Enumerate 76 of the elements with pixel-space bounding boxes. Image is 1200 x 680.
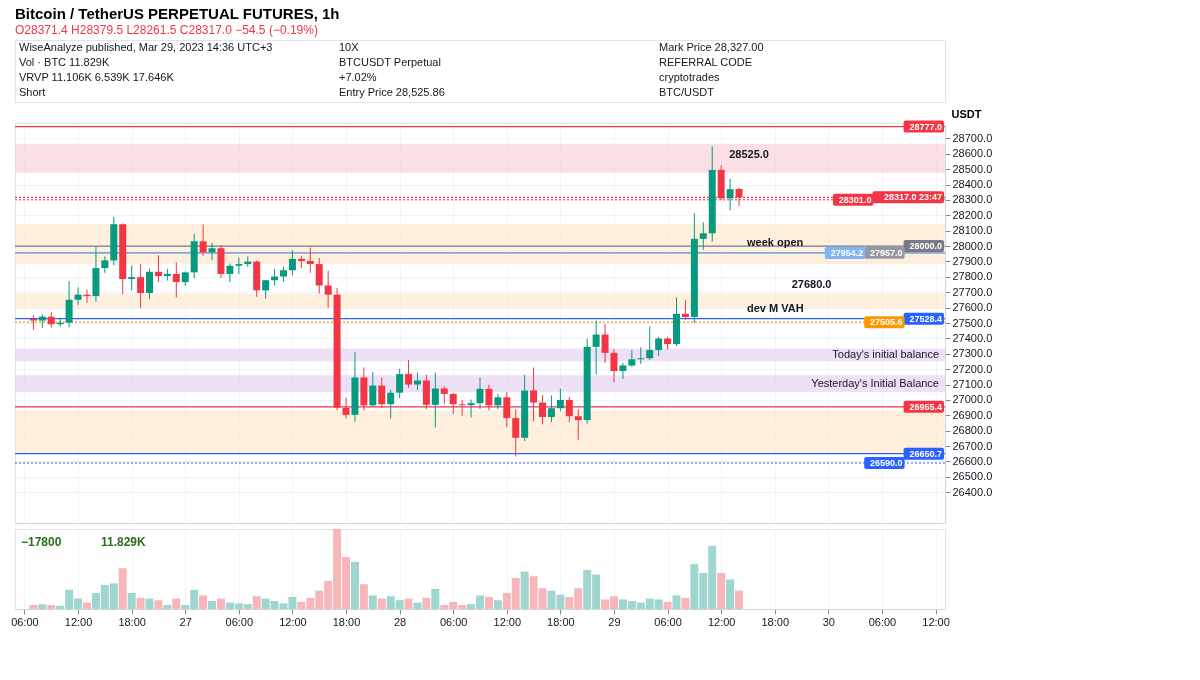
band-label: Today's initial balance <box>832 347 939 360</box>
text: BTC/USDT <box>659 86 715 98</box>
y-tick-label: 28400.0 <box>952 178 993 191</box>
y-tick-label: 26900.0 <box>952 408 993 421</box>
y-tick-label: 26600.0 <box>952 454 993 467</box>
ref-line-label: 27505.6 <box>870 317 903 328</box>
chart-title: Bitcoin / TetherUS PERPETUAL FUTURES, 1h <box>15 5 340 22</box>
annotation: week open <box>746 235 804 248</box>
y-tick-label: 27600.0 <box>952 301 993 314</box>
y-tick-label: 26500.0 <box>952 470 993 483</box>
band-label: Yesterday's Initial Balance <box>811 376 939 389</box>
ref-line-label: 28317.0 23:47 <box>883 192 942 203</box>
y-tick-label: 28300.0 <box>952 193 993 206</box>
y-tick-label: 27100.0 <box>952 378 993 391</box>
ref-line-label: 26650.7 <box>909 448 942 459</box>
y-tick-label: 27000.0 <box>952 393 993 406</box>
x-tick-label: 18:00 <box>761 615 790 628</box>
y-tick-label: 28600.0 <box>952 147 993 160</box>
y-tick-label: 27200.0 <box>952 362 993 375</box>
x-tick-label: 27 <box>179 615 192 628</box>
y-tick-label: 27700.0 <box>952 285 993 298</box>
x-tick-label: 29 <box>608 615 621 628</box>
y-tick-label: 27400.0 <box>952 331 993 344</box>
y-tick-label: 27800.0 <box>952 270 993 283</box>
annotation: dev M VAH <box>747 301 804 314</box>
y-tick-label: 28200.0 <box>952 208 993 221</box>
y-tick-label: 28100.0 <box>952 224 993 237</box>
x-tick-label: 30 <box>822 615 835 628</box>
ref-line-label: 26590.0 <box>870 458 903 468</box>
text: REFERRAL CODE <box>659 56 753 68</box>
annotation: 28525.0 <box>729 148 769 161</box>
text: WiseAnalyze published, Mar 29, 2023 14:36 UTC+3 <box>19 41 273 53</box>
text: 10X <box>339 41 360 53</box>
y-tick-label: 27900.0 <box>952 254 993 267</box>
text: Vol · BTC 11.829K <box>19 56 110 68</box>
y-tick-label: 28700.0 <box>952 131 993 144</box>
ref-line-label: 28000.0 <box>909 241 942 252</box>
y-tick-label: 26800.0 <box>952 424 993 437</box>
x-tick-label: 28 <box>393 615 407 628</box>
text: cryptotrades <box>659 71 721 83</box>
x-tick-label: 12:00 <box>64 615 93 628</box>
text: BTCUSDT Perpetual <box>339 56 441 68</box>
ref-line-label: 28301.0 <box>838 194 872 205</box>
text: VRVP 11.106K 6.539K 17.646K <box>19 71 175 83</box>
y-tick-label: 28500.0 <box>952 162 993 175</box>
ref-line-label: 28777.0 <box>909 121 942 132</box>
x-tick-label: 06:00 <box>654 615 682 628</box>
ref-line-label: 27957.0 <box>870 247 903 258</box>
ref-line-label: 26955.4 <box>909 401 942 412</box>
chart-subtitle: O28371.4 H28379.5 L28261.5 C28317.0 −54.5 (−0.19%) <box>15 23 318 37</box>
annotation: 11.829K <box>101 535 147 549</box>
annotation: −17800 <box>21 535 62 549</box>
y-tick-label: 28000.0 <box>952 239 993 252</box>
text: Entry Price 28,525.86 <box>339 86 445 98</box>
x-tick-label: 06:00 <box>11 615 39 628</box>
x-tick-label: 06:00 <box>225 615 254 628</box>
ref-line-label: 27528.4 <box>909 313 942 324</box>
text: +7.02% <box>339 71 377 83</box>
x-tick-label: 12:00 <box>707 615 736 628</box>
y-tick-label: 27300.0 <box>952 347 993 360</box>
x-tick-label: 06:00 <box>439 615 468 628</box>
text: Mark Price 28,327.00 <box>659 41 764 53</box>
x-tick-label: 12:00 <box>279 615 307 628</box>
text: Short <box>19 86 46 98</box>
x-tick-label: 18:00 <box>332 615 361 628</box>
x-tick-label: 12:00 <box>493 615 522 628</box>
annotation: 27680.0 <box>791 278 832 291</box>
ref-line-label: 27954.2 <box>830 248 864 259</box>
x-tick-label: 06:00 <box>868 615 897 628</box>
y-tick-label: 26400.0 <box>952 485 993 498</box>
y-tick-label: 26700.0 <box>952 439 993 452</box>
x-tick-label: 18:00 <box>547 615 575 628</box>
y-axis-title: USDT <box>951 107 982 120</box>
y-tick-label: 27500.0 <box>952 316 993 329</box>
x-tick-label: 12:00 <box>922 615 950 628</box>
x-tick-label: 18:00 <box>118 615 146 628</box>
